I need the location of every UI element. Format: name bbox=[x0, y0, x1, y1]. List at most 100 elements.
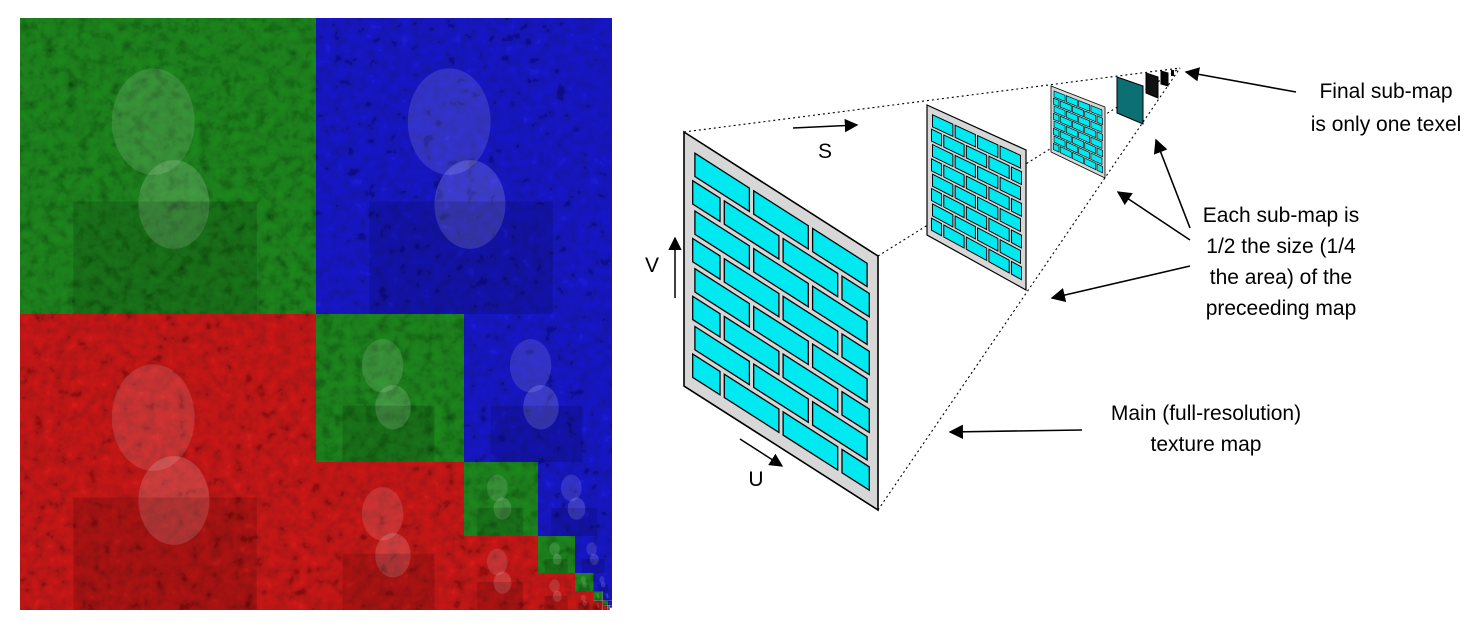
texture-submap-1-brick-1-4 bbox=[1010, 166, 1022, 186]
texture-map-main-brick-6-0 bbox=[694, 325, 751, 386]
texture-map-main-brick-2-1 bbox=[753, 247, 809, 308]
mosaic-level-7-green-head-a bbox=[608, 605, 609, 607]
mosaic-level-6-blue-fill bbox=[607, 600, 612, 606]
texture-submap-2-brick-5-1 bbox=[1059, 130, 1072, 143]
texture-submap-2-brick-0-1 bbox=[1065, 95, 1078, 107]
texture-submap-1-brick-6-3 bbox=[999, 238, 1021, 265]
texture-submap-1-brick-4-2 bbox=[977, 196, 999, 221]
texture-map-main-brick-3-2 bbox=[782, 295, 839, 356]
each-submap-note-line-0: Each sub-map is bbox=[1203, 204, 1359, 227]
mosaic-level-3-green-head-a bbox=[549, 542, 560, 556]
mosaic-level-6-green-head-a bbox=[604, 601, 606, 604]
mosaic-level-2-blue-head-b bbox=[567, 497, 586, 520]
texture-submap-2-brick-2-3 bbox=[1090, 120, 1103, 133]
mosaic-level-0-green-head-a bbox=[111, 68, 195, 175]
mosaic-level-0-blue-head-a bbox=[407, 68, 491, 175]
texture-submap-2-brick-5-2 bbox=[1072, 136, 1084, 149]
texture-map-main-brick-1-2 bbox=[782, 237, 839, 298]
mosaic-level-2-green-head-a bbox=[486, 474, 508, 502]
texture-map-main-brick-1-3 bbox=[841, 274, 870, 318]
texture-map-main-brick-7-1 bbox=[723, 373, 780, 434]
texture-submap-2-brick-5-3 bbox=[1084, 141, 1097, 155]
mosaic-level-7-red-head-b bbox=[608, 608, 609, 610]
mosaic-level-4-green-head-a bbox=[580, 576, 586, 583]
mosaic-level-6-red-body bbox=[603, 608, 607, 610]
annotation-labels: S V U Final sub-map is only one texel Each su… bbox=[645, 67, 1462, 491]
each-submap-arrow-1 bbox=[1153, 138, 1191, 229]
texture-submap-1-brick-4-3 bbox=[999, 207, 1021, 233]
mosaic-level-7-green-body bbox=[607, 606, 610, 608]
mosaic-level-0-red-head-b bbox=[138, 456, 210, 545]
mosaic-level-4-red-head-b bbox=[582, 600, 587, 606]
mosaic-level-5-red-head-b bbox=[597, 605, 600, 608]
mosaic-level-0-red-fill bbox=[20, 314, 316, 610]
texture-submap-2-brick-3-3 bbox=[1084, 126, 1097, 139]
mosaic-level-2-red-body bbox=[477, 581, 524, 610]
main-map-note: Main (full-resolution) texture map bbox=[1111, 402, 1301, 456]
texture-map-main-brick-7-0 bbox=[692, 352, 721, 396]
mosaic-level-6-red bbox=[602, 605, 608, 610]
mosaic-level-5-blue bbox=[602, 591, 612, 601]
texture-map-main-brick-1-0 bbox=[692, 179, 721, 223]
texture-submap-1-brick-0-2 bbox=[977, 134, 999, 159]
mosaic-level-2-red-fill bbox=[464, 536, 538, 610]
mosaic-level-6-blue bbox=[607, 600, 612, 606]
mosaic-level-1-green-head-b bbox=[375, 385, 411, 430]
each-submap-note: Each sub-map is 1/2 the size (1/4 the area… bbox=[1203, 204, 1359, 320]
mosaic-level-1-green-head-a bbox=[361, 339, 404, 393]
texture-map-main-brick-7-3 bbox=[841, 448, 870, 492]
mosaic-level-0-blue-head-b bbox=[434, 160, 506, 249]
mosaic-level-1-blue-head-b bbox=[523, 385, 559, 430]
mosaic-level-2-red-head-b bbox=[493, 571, 512, 594]
mosaic-level-3-red-body bbox=[544, 595, 568, 610]
mosaic-level-7-blue-head-b bbox=[610, 606, 612, 608]
mosaic-level-6-green-fill bbox=[602, 600, 608, 606]
mosaic-level-3-green-fill bbox=[538, 536, 575, 573]
texture-submap-2-brick-1-1 bbox=[1059, 100, 1072, 113]
mosaic-level-2-blue bbox=[538, 462, 612, 536]
texture-map-main-brick-0-2 bbox=[811, 227, 868, 288]
mosaic-level-4-blue-fill bbox=[593, 573, 612, 592]
mosaic-level-5-green-head-a bbox=[596, 593, 599, 597]
mosaic-level-3-green-body bbox=[544, 558, 568, 573]
mosaic-level-3-red-head-b bbox=[552, 590, 562, 602]
mosaic-level-5-red-fill bbox=[593, 600, 603, 610]
final-submap-note: Final sub-map is only one texel bbox=[1311, 80, 1462, 136]
texture-submap-2-brick-0-0 bbox=[1053, 90, 1066, 102]
main-map-arrow bbox=[948, 424, 1083, 440]
texture-submap-1-brick-3-2 bbox=[965, 175, 988, 200]
texture-submap-1-brick-5-3 bbox=[988, 217, 1010, 243]
mosaic-level-3-red-head-a bbox=[549, 579, 560, 593]
texture-submap-2-brick-6-1 bbox=[1065, 141, 1078, 154]
texture-submap-1-brick-5-1 bbox=[943, 194, 965, 219]
mosaic-level-3-blue bbox=[575, 536, 612, 573]
mosaic-level-3-red-fill bbox=[538, 573, 575, 610]
mosaic-level-6-blue-head-b bbox=[609, 602, 611, 605]
mosaic-level-4-blue-body bbox=[596, 584, 609, 592]
mosaic-level-3-red bbox=[538, 573, 575, 610]
mosaic-level-2-blue-body bbox=[551, 507, 598, 536]
texture-submap-1-brick-1-0 bbox=[931, 128, 943, 147]
texture-map-main-brick-0-0 bbox=[694, 152, 751, 213]
mosaic-level-5-blue-head-a bbox=[605, 593, 609, 597]
mosaic-level-5-green-body bbox=[595, 597, 601, 601]
texture-submap-1-brick-2-2 bbox=[977, 165, 999, 190]
mosaic-level-4-green bbox=[575, 573, 594, 592]
u-axis-arrow bbox=[739, 438, 784, 467]
mosaic-level-0-green-head-b bbox=[138, 160, 210, 249]
texture-map-main-brick-4-1 bbox=[753, 305, 809, 366]
mosaic-level-2-red-head-a bbox=[486, 548, 508, 576]
texture-submap-2-brick-3-4 bbox=[1096, 131, 1103, 142]
texture-submap-2-brick-4-0 bbox=[1053, 120, 1066, 133]
texture-submap-1-brick-7-1 bbox=[943, 224, 965, 249]
mipmap-channel-mosaic bbox=[20, 18, 612, 610]
texture-map-main-brick-5-1 bbox=[723, 315, 780, 376]
texture-submap-4 bbox=[1145, 72, 1159, 99]
texture-submap-1 bbox=[926, 104, 1027, 292]
mosaic-level-4-green-head-b bbox=[582, 581, 587, 588]
mipmap-pyramid-diagram bbox=[683, 67, 1181, 512]
mosaic-level-7-red-head-a bbox=[608, 608, 609, 609]
texture-submap-1-brick-7-4 bbox=[1010, 260, 1022, 281]
mosaic-level-3-green bbox=[538, 536, 575, 573]
